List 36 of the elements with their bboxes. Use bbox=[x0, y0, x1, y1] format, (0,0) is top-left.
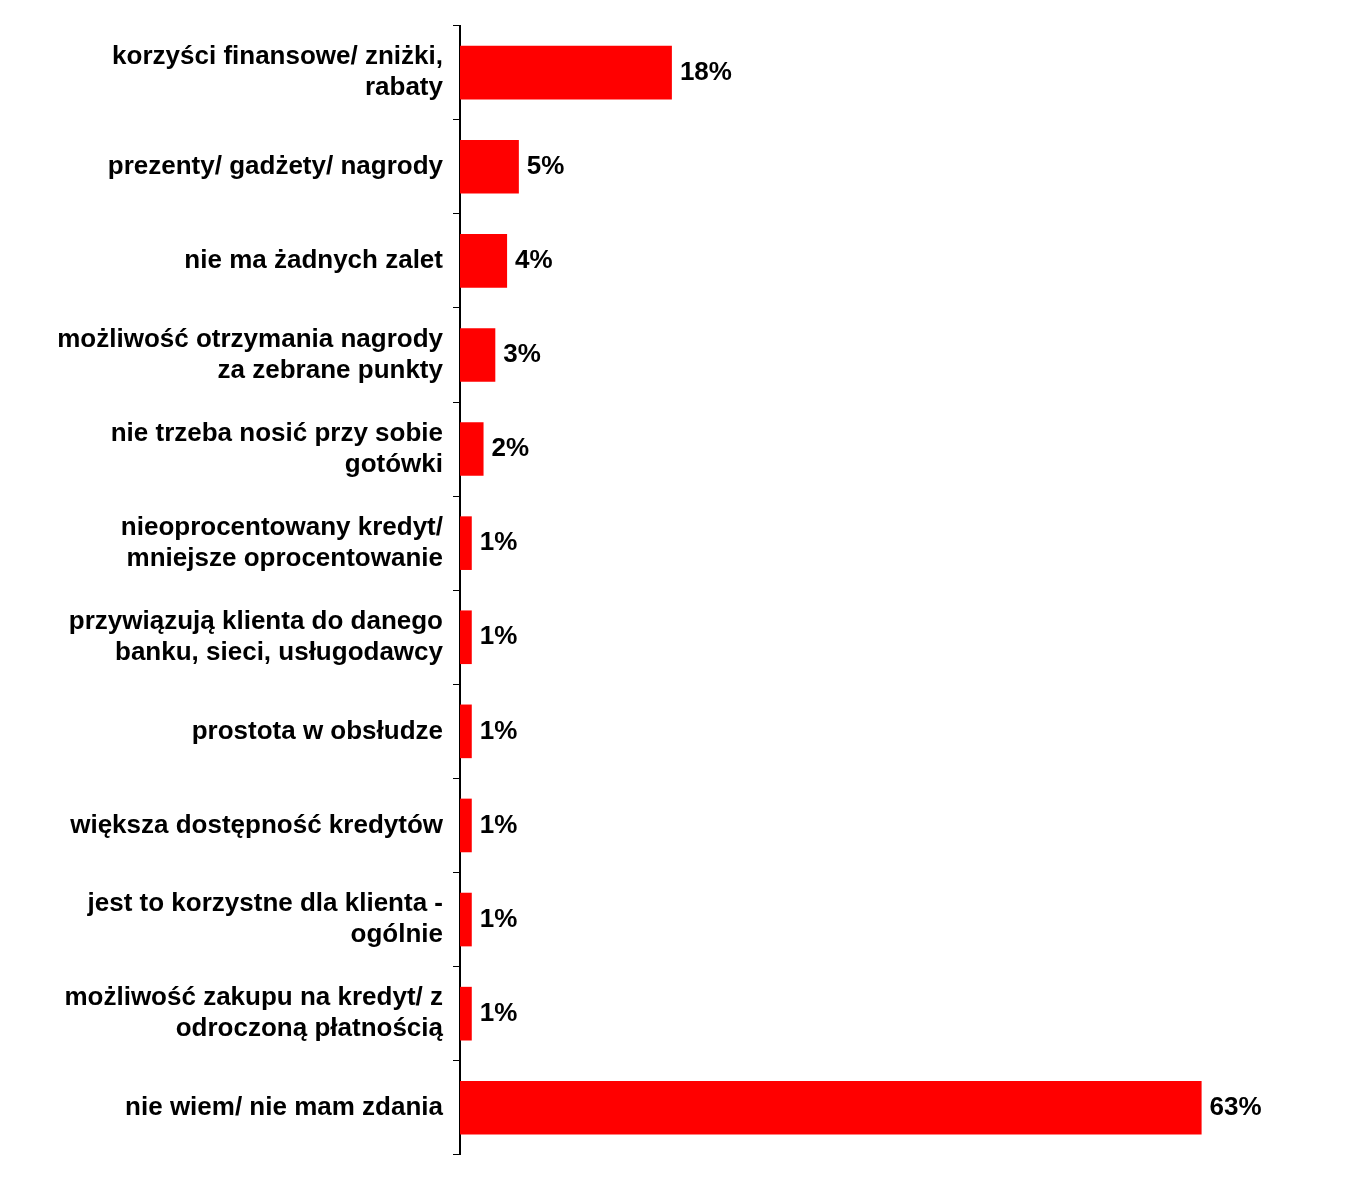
bar bbox=[460, 892, 472, 947]
bar bbox=[460, 986, 472, 1041]
y-tick-label: możliwość zakupu na kredyt/ z odroczoną płatnością bbox=[64, 981, 444, 1043]
y-tick-label: prezenty/ gadżety/ nagrody bbox=[107, 149, 444, 180]
y-tick-label: prostota w obsłudze bbox=[191, 714, 443, 745]
y-tick-label: nie ma żadnych zalet bbox=[184, 244, 444, 275]
y-tick-label: nie trzeba nosić przy sobie gotówki bbox=[110, 416, 443, 478]
bar bbox=[460, 234, 508, 288]
data-label: 2% bbox=[491, 432, 530, 463]
bar bbox=[460, 45, 672, 100]
bar bbox=[460, 422, 484, 476]
y-tick-label: nie wiem/ nie mam zdania bbox=[125, 1090, 444, 1121]
y-tick-label: jest to korzystne dla klienta - ogólnie bbox=[86, 887, 443, 949]
data-label: 1% bbox=[479, 714, 518, 745]
bar bbox=[460, 1080, 1202, 1135]
data-label: 18% bbox=[679, 55, 732, 86]
bar bbox=[460, 704, 472, 759]
bar bbox=[460, 516, 472, 570]
data-label: 1% bbox=[479, 808, 518, 839]
data-label: 1% bbox=[479, 902, 518, 933]
bar bbox=[460, 328, 496, 382]
bar bbox=[460, 610, 472, 665]
data-label: 1% bbox=[479, 620, 518, 651]
data-label: 3% bbox=[503, 338, 541, 369]
y-tick-label: możliwość otrzymania nagrody za zebrane punkty bbox=[57, 322, 444, 384]
data-label: 1% bbox=[479, 996, 518, 1027]
y-tick-label: większa dostępność kredytów bbox=[69, 808, 444, 839]
bar bbox=[460, 798, 472, 853]
data-label: 5% bbox=[526, 149, 565, 180]
y-tick-label: nieoprocentowany kredyt/ mniejsze oprocentowanie bbox=[120, 510, 443, 572]
data-label: 4% bbox=[515, 244, 553, 275]
data-label: 1% bbox=[479, 526, 518, 557]
y-tick-label: przywiązują klienta do danego banku, sieci, usługodawcy bbox=[68, 604, 444, 667]
data-label: 63% bbox=[1209, 1090, 1262, 1121]
bar bbox=[460, 139, 519, 194]
y-tick-label: korzyści finansowe/ zniżki, rabaty bbox=[112, 40, 444, 102]
